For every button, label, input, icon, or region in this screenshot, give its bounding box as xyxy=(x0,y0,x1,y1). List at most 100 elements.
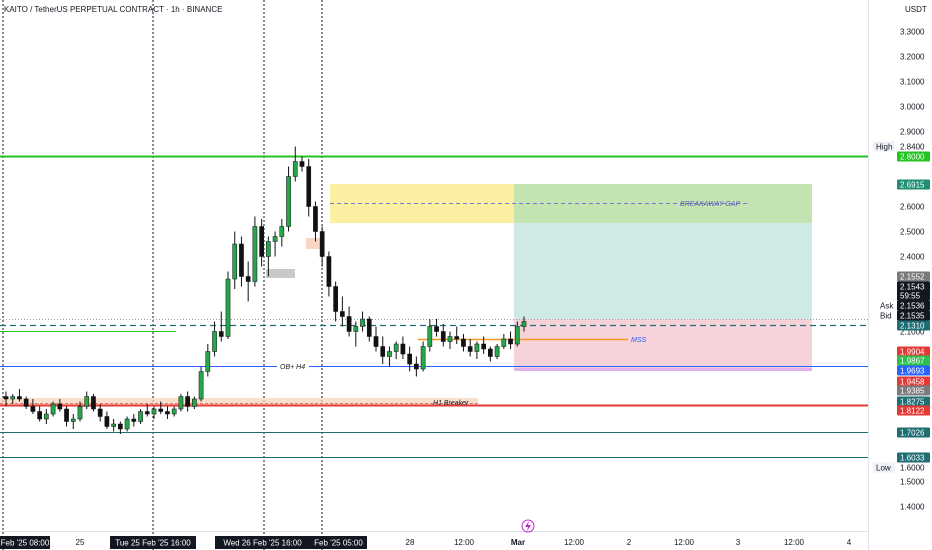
candle[interactable] xyxy=(91,394,96,412)
price-badge[interactable]: Low 1.6000 xyxy=(873,462,925,473)
price-badge[interactable]: Bid 2.1535 xyxy=(880,310,930,321)
candle[interactable] xyxy=(481,336,486,355)
breaker-zone[interactable] xyxy=(0,398,478,406)
candle[interactable] xyxy=(292,146,298,182)
candle[interactable] xyxy=(447,331,453,350)
candle[interactable] xyxy=(232,231,238,290)
candle[interactable] xyxy=(286,166,291,232)
breakaway-gap-label[interactable]: BREAKAWAY GAP xyxy=(680,201,741,208)
candle[interactable] xyxy=(185,391,190,412)
candle[interactable] xyxy=(474,341,480,360)
mss-label[interactable]: MSS xyxy=(631,337,647,344)
candle[interactable] xyxy=(400,336,406,360)
candle[interactable] xyxy=(461,334,466,352)
candle[interactable] xyxy=(514,321,520,347)
candle[interactable] xyxy=(205,344,211,377)
price-badge[interactable]: High 2.8400 xyxy=(873,141,925,152)
candle[interactable] xyxy=(124,416,130,432)
lightning-icon[interactable] xyxy=(521,519,535,533)
candle[interactable] xyxy=(373,326,379,352)
candle[interactable] xyxy=(501,334,507,349)
candle[interactable] xyxy=(279,219,285,247)
candle[interactable] xyxy=(138,409,143,424)
price-badge[interactable]: 1.8275 xyxy=(897,396,930,407)
price-badge[interactable]: 59:55 xyxy=(897,290,930,301)
candle[interactable] xyxy=(414,356,419,377)
candle[interactable] xyxy=(57,399,63,412)
h1-breaker-label[interactable]: H1 Breaker xyxy=(433,400,469,407)
candle[interactable] xyxy=(420,341,426,372)
candle[interactable] xyxy=(30,399,36,414)
candle[interactable] xyxy=(306,159,312,217)
candle[interactable] xyxy=(192,396,197,410)
price-badge[interactable]: Ask 2.1536 xyxy=(880,300,930,311)
candle[interactable] xyxy=(440,324,446,347)
candle[interactable] xyxy=(44,409,49,424)
candle[interactable] xyxy=(366,316,372,342)
price-badge[interactable]: 1.6033 xyxy=(897,452,930,463)
price-badge[interactable]: 2.6915 xyxy=(897,179,930,190)
candle[interactable] xyxy=(259,219,264,267)
candle[interactable] xyxy=(178,394,184,412)
candle[interactable] xyxy=(165,406,170,420)
candle[interactable] xyxy=(387,346,392,367)
candle[interactable] xyxy=(77,401,83,422)
candle[interactable] xyxy=(346,306,352,337)
candle[interactable] xyxy=(37,406,42,422)
candle[interactable] xyxy=(380,336,386,365)
price-badge[interactable]: 1.9693 xyxy=(897,365,930,376)
candle[interactable] xyxy=(252,216,258,287)
candle[interactable] xyxy=(521,316,527,332)
candle[interactable] xyxy=(10,394,16,404)
candle[interactable] xyxy=(17,389,22,402)
candle[interactable] xyxy=(272,231,278,257)
candle[interactable] xyxy=(326,251,332,297)
candle[interactable] xyxy=(97,404,103,422)
price-badge[interactable]: 1.9867 xyxy=(897,355,930,366)
price-badge[interactable]: 1.9458 xyxy=(897,376,930,387)
candle[interactable] xyxy=(239,236,244,287)
price-badge[interactable]: 1.8122 xyxy=(897,405,930,416)
candle[interactable] xyxy=(266,236,271,277)
candle[interactable] xyxy=(111,419,116,432)
candle[interactable] xyxy=(245,261,251,302)
price-badge[interactable]: 2.1552 xyxy=(897,271,930,282)
candle[interactable] xyxy=(171,406,177,417)
candle[interactable] xyxy=(467,339,473,357)
candle[interactable] xyxy=(353,321,359,347)
candle[interactable] xyxy=(212,321,217,357)
candle[interactable] xyxy=(158,401,164,415)
price-badge[interactable]: 2.1310 xyxy=(897,320,930,331)
price-badge[interactable]: 1.9385 xyxy=(897,385,930,396)
candle[interactable] xyxy=(225,271,231,340)
candle[interactable] xyxy=(144,404,150,417)
candle[interactable] xyxy=(84,391,90,410)
candle[interactable] xyxy=(131,414,137,427)
candle[interactable] xyxy=(64,406,69,427)
candle[interactable] xyxy=(198,366,204,402)
candle[interactable] xyxy=(23,396,29,410)
candle[interactable] xyxy=(313,201,318,242)
candle[interactable] xyxy=(118,421,123,435)
candle[interactable] xyxy=(488,346,493,362)
candle[interactable] xyxy=(70,414,76,429)
candle[interactable] xyxy=(340,296,345,327)
candle[interactable] xyxy=(104,411,110,430)
target-zone[interactable] xyxy=(514,223,812,319)
candle[interactable] xyxy=(494,344,500,359)
candle[interactable] xyxy=(319,226,325,267)
candle[interactable] xyxy=(333,281,338,322)
candle[interactable] xyxy=(218,311,224,342)
candle[interactable] xyxy=(427,319,433,352)
candle[interactable] xyxy=(3,391,9,407)
candle[interactable] xyxy=(151,406,157,420)
candle[interactable] xyxy=(299,156,305,172)
price-badge[interactable]: 1.7026 xyxy=(897,427,930,438)
candle[interactable] xyxy=(434,319,439,337)
candle[interactable] xyxy=(454,326,460,345)
price-badge[interactable]: 2.1543 xyxy=(897,281,930,292)
candle[interactable] xyxy=(360,311,365,332)
price-badge[interactable]: 1.9904 xyxy=(897,346,930,357)
candle[interactable] xyxy=(50,401,56,417)
